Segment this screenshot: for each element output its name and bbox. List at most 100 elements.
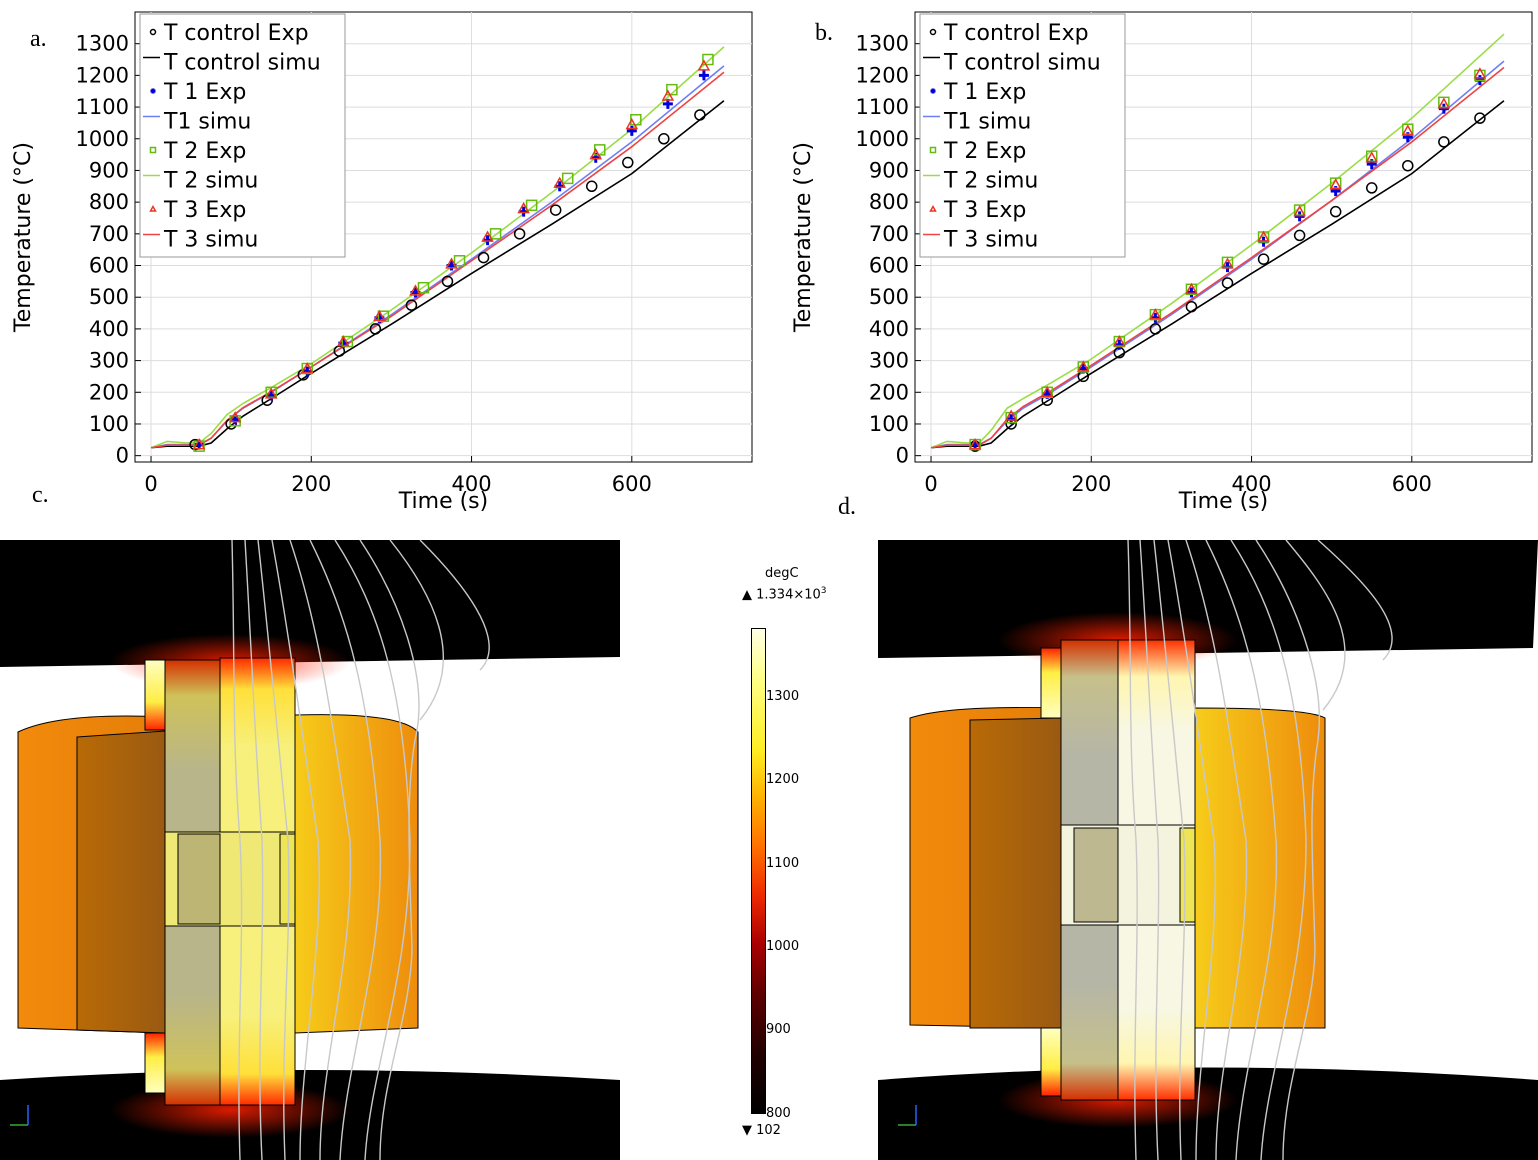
data-point-square: [193, 440, 205, 452]
chart-b: 0 100 200 300 400 500 600 700 800 900 1000 1100 1200…: [791, 11, 1533, 514]
data-point-triangle: [1437, 97, 1451, 109]
legend-box: [139, 13, 346, 258]
data-point-triangle: [553, 176, 566, 188]
data-point-circle: [694, 109, 706, 121]
y-tick-label: 600: [869, 254, 909, 278]
y-tick-label: 0: [896, 444, 909, 468]
data-point-triangle: [1076, 360, 1090, 372]
data-point-square: [149, 146, 157, 154]
data-point-circle: [549, 204, 562, 216]
colorbar-tick: 800: [766, 1106, 791, 1121]
series-line: [930, 66, 1505, 449]
legend-label: T control Exp: [943, 21, 1089, 46]
data-point-circle: [513, 228, 526, 240]
colorbar-max: ▲ 1.334×103: [742, 586, 827, 602]
colorbar-gradient: [751, 628, 766, 1114]
y-tick-label: 1000: [856, 127, 909, 151]
x-tick-label: 200: [1071, 472, 1111, 496]
series-line: [930, 100, 1505, 449]
data-point-square: [1474, 69, 1486, 82]
series-line: [930, 33, 1505, 449]
y-tick-label: 1200: [76, 63, 129, 87]
y-tick-label: 300: [89, 349, 129, 373]
data-point-plus: [1294, 211, 1305, 222]
x-axis-label: Time (s): [1178, 489, 1268, 514]
colorbar-max-prefix: ▲ 1.334×10: [742, 587, 821, 603]
data-point-triangle: [373, 309, 386, 321]
y-tick-label: 400: [89, 317, 129, 341]
legend-label: T 2 Exp: [943, 139, 1026, 164]
y-tick-label: 800: [89, 190, 129, 214]
y-tick-label: 400: [869, 317, 909, 341]
data-point-circle: [369, 323, 382, 335]
data-point-circle: [1474, 112, 1486, 124]
data-point-square: [453, 255, 466, 267]
legend-label: T 3 Exp: [163, 198, 246, 223]
colorbar-tick: 1100: [766, 856, 800, 871]
data-point-triangle: [1257, 230, 1270, 242]
data-point-plus: [518, 206, 529, 217]
legend: T control Exp T control simu T 1 Exp T1 sim…: [139, 13, 346, 258]
data-point-triangle: [409, 284, 422, 296]
data-point-triangle: [1329, 178, 1342, 190]
data-point-triangle: [1004, 409, 1018, 421]
data-point-circle: [658, 133, 670, 145]
data-point-plus: [1114, 339, 1125, 350]
legend-label: T control simu: [943, 51, 1101, 76]
data-point-plus: [150, 88, 156, 94]
legend-label: T 2 simu: [163, 169, 258, 194]
data-point-triangle: [1221, 257, 1234, 269]
data-point-plus: [1150, 312, 1161, 323]
simulation-render-d: [878, 540, 1538, 1160]
legend-label: T 3 simu: [163, 228, 258, 253]
data-point-triangle: [929, 204, 937, 212]
series-line: [150, 46, 725, 449]
legend-label: T 2 simu: [943, 169, 1038, 194]
data-point-plus: [930, 88, 936, 94]
data-point-triangle: [1293, 205, 1306, 217]
data-point-square: [341, 335, 354, 348]
legend-label: T control simu: [163, 51, 321, 76]
legend: T control Exp T control simu T 1 Exp T1 sim…: [919, 13, 1126, 258]
colorbar-tick: 1000: [766, 939, 800, 954]
data-point-triangle: [1401, 124, 1415, 136]
legend-label: T1 simu: [163, 110, 251, 135]
data-point-circle: [405, 299, 418, 311]
data-point-square: [929, 146, 937, 154]
data-point-circle: [622, 156, 634, 169]
data-point-triangle: [661, 89, 675, 101]
y-tick-label: 200: [89, 380, 129, 404]
data-point-plus: [1186, 287, 1197, 298]
data-point-circle: [1221, 277, 1234, 289]
y-tick-label: 500: [89, 285, 129, 309]
data-point-triangle: [228, 411, 242, 423]
data-point-triangle: [968, 438, 982, 450]
y-tick-label: 1300: [76, 32, 129, 56]
colorbar-min: ▼ 102: [742, 1123, 781, 1138]
legend-label: T 2 Exp: [163, 139, 246, 164]
data-point-triangle: [481, 230, 494, 242]
data-point-triangle: [697, 59, 711, 71]
data-point-circle: [1365, 182, 1378, 194]
data-point-triangle: [445, 257, 458, 269]
y-tick-label: 0: [116, 444, 129, 468]
y-tick-label: 100: [869, 412, 909, 436]
x-tick-label: 400: [1231, 472, 1271, 496]
legend-box: [919, 13, 1126, 258]
data-point-triangle: [589, 148, 603, 160]
data-point-plus: [698, 70, 709, 81]
series-line: [150, 71, 725, 449]
data-point-square: [666, 83, 678, 96]
data-point-circle: [441, 275, 454, 288]
chart-a: 0 100 200 300 400 500 600 700 800 900 1000 1100 1200…: [11, 11, 753, 514]
data-point-plus: [302, 366, 313, 377]
panel-label-c: c.: [32, 482, 49, 508]
data-point-triangle: [149, 204, 157, 212]
simulation-render-c: [0, 540, 620, 1160]
series-line: [150, 100, 725, 449]
legend-label: T 3 simu: [943, 228, 1038, 253]
y-tick-label: 300: [869, 349, 909, 373]
data-point-circle: [1257, 253, 1270, 265]
y-tick-label: 800: [869, 190, 909, 214]
data-point-circle: [149, 28, 157, 36]
